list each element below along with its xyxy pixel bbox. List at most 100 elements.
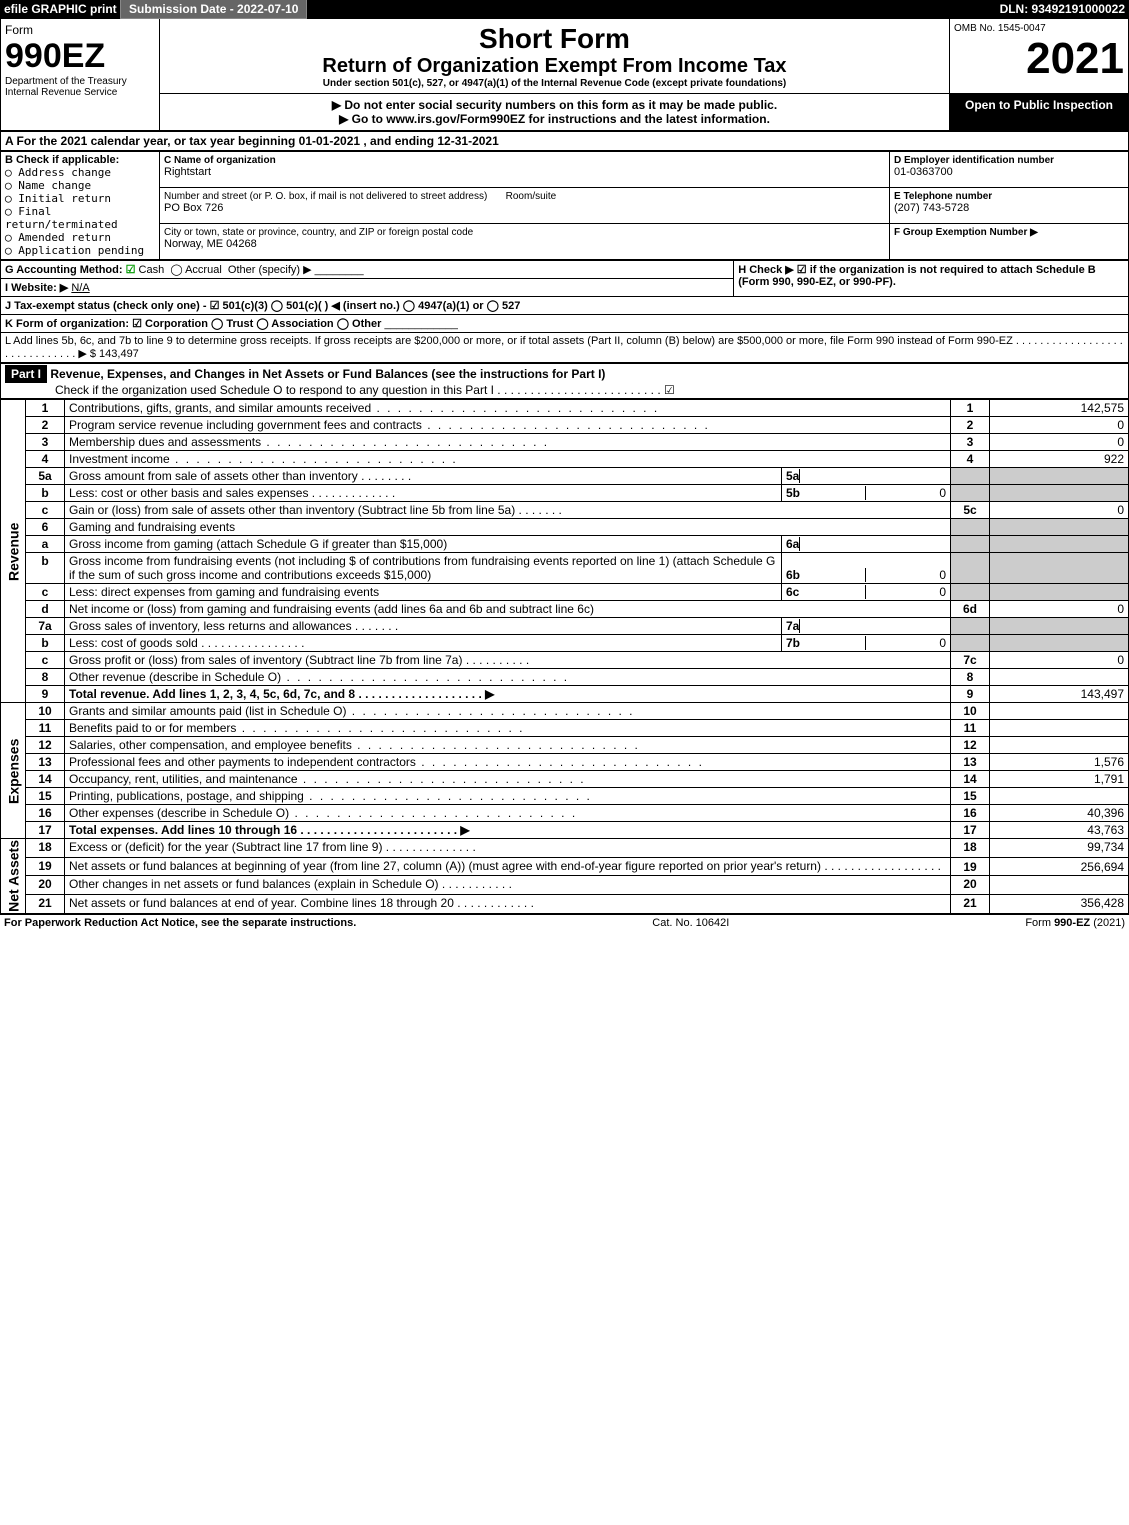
line-text: Less: cost or other basis and sales expe… (65, 485, 782, 502)
efile-print-link[interactable]: efile GRAPHIC print (4, 2, 117, 16)
line-num: 17 (26, 822, 65, 839)
cb-amended-return[interactable]: ◯ Amended return (5, 231, 155, 244)
line-text: Other changes in net assets or fund bala… (65, 876, 951, 895)
org-city: Norway, ME 04268 (164, 238, 257, 250)
c-city-label: City or town, state or province, country… (164, 227, 473, 238)
line-text: Net assets or fund balances at end of ye… (65, 895, 951, 914)
line-text: Membership dues and assessments (65, 434, 951, 451)
amt-value (990, 737, 1129, 754)
line-num: c (26, 652, 65, 669)
amt-value: 0 (990, 652, 1129, 669)
cb-address-change[interactable]: ◯ Address change (5, 166, 155, 179)
amt-value: 1,791 (990, 771, 1129, 788)
amt-num: 3 (951, 434, 990, 451)
line-text: Program service revenue including govern… (65, 417, 951, 434)
line-num: 13 (26, 754, 65, 771)
part1-check: Check if the organization used Schedule … (55, 383, 675, 397)
d-ein-label: D Employer identification number (894, 155, 1054, 166)
cb-final-return[interactable]: ◯ Final return/terminated (5, 205, 155, 231)
line-text: Excess or (deficit) for the year (Subtra… (65, 839, 951, 858)
sub-label: 7a (786, 619, 799, 633)
dept-label: Department of the Treasury Internal Reve… (5, 76, 155, 98)
amt-num: 8 (951, 669, 990, 686)
dln-label: DLN: 93492191000022 (1000, 2, 1125, 16)
section-a-period: A For the 2021 calendar year, or tax yea… (0, 131, 1129, 151)
line-num: 2 (26, 417, 65, 434)
line-text: Professional fees and other payments to … (65, 754, 951, 771)
line-text: Other expenses (describe in Schedule O) (65, 805, 951, 822)
amt-num: 17 (951, 822, 990, 839)
room-suite-label: Room/suite (506, 191, 557, 202)
amt-num: 11 (951, 720, 990, 737)
line-num: 20 (26, 876, 65, 895)
line-text: Grants and similar amounts paid (list in… (65, 703, 951, 720)
i-website-label: I Website: ▶ (5, 282, 68, 294)
open-inspection-box: Open to Public Inspection (950, 94, 1129, 131)
line-text: Salaries, other compensation, and employ… (65, 737, 951, 754)
line-num: 3 (26, 434, 65, 451)
line-text: Net assets or fund balances at beginning… (65, 857, 951, 876)
line-num: 1 (26, 400, 65, 417)
sub-value: 0 (865, 568, 946, 582)
line-num: c (26, 502, 65, 519)
submission-date-button[interactable]: Submission Date - 2022-07-10 (120, 0, 307, 19)
shaded-cell (990, 635, 1129, 652)
line-num: c (26, 584, 65, 601)
amt-num: 21 (951, 895, 990, 914)
sub-value (799, 469, 800, 483)
amt-value (990, 703, 1129, 720)
line-text: Gross profit or (loss) from sales of inv… (65, 652, 951, 669)
cb-cash-checked[interactable]: ☑ (126, 264, 136, 276)
amt-value: 0 (990, 601, 1129, 618)
line-text: Total expenses. Add lines 10 through 16 … (65, 822, 951, 839)
line-text: Gross sales of inventory, less returns a… (65, 618, 782, 635)
amt-num: 16 (951, 805, 990, 822)
amt-value (990, 876, 1129, 895)
entity-info-box: B Check if applicable: ◯ Address change … (0, 151, 1129, 260)
amt-num: 4 (951, 451, 990, 468)
line-num: 21 (26, 895, 65, 914)
line-num: 10 (26, 703, 65, 720)
page-footer: For Paperwork Reduction Act Notice, see … (0, 914, 1129, 931)
shaded-cell (951, 519, 990, 536)
line-text: Total revenue. Add lines 1, 2, 3, 4, 5c,… (65, 686, 951, 703)
line-num: d (26, 601, 65, 618)
subtitle: Under section 501(c), 527, or 4947(a)(1)… (164, 78, 945, 89)
shaded-cell (990, 584, 1129, 601)
form-word: Form (5, 23, 155, 37)
cb-application-pending[interactable]: ◯ Application pending (5, 244, 155, 257)
amt-num: 7c (951, 652, 990, 669)
form-ref: Form 990-EZ (2021) (1025, 917, 1125, 929)
amt-value (990, 669, 1129, 686)
cb-initial-return[interactable]: ◯ Initial return (5, 192, 155, 205)
amt-num: 2 (951, 417, 990, 434)
amt-num: 18 (951, 839, 990, 858)
line-num: 18 (26, 839, 65, 858)
sub-label: 6b (786, 568, 800, 582)
form-number: 990EZ (5, 37, 155, 76)
amt-value (990, 788, 1129, 805)
line-text: Less: cost of goods sold . . . . . . . .… (65, 635, 782, 652)
line-text: Net income or (loss) from gaming and fun… (65, 601, 951, 618)
line-text: Occupancy, rent, utilities, and maintena… (65, 771, 951, 788)
line-num: 6 (26, 519, 65, 536)
j-tax-exempt: J Tax-exempt status (check only one) - ☑… (5, 300, 520, 312)
expenses-section-label: Expenses (1, 703, 26, 839)
cb-name-change[interactable]: ◯ Name change (5, 179, 155, 192)
amt-value: 142,575 (990, 400, 1129, 417)
shaded-cell (951, 618, 990, 635)
amt-num: 6d (951, 601, 990, 618)
line-num: 9 (26, 686, 65, 703)
part1-table: Revenue 1 Contributions, gifts, grants, … (0, 399, 1129, 914)
shaded-cell (990, 618, 1129, 635)
amt-value: 1,576 (990, 754, 1129, 771)
sub-label: 6c (786, 585, 799, 599)
shaded-cell (951, 536, 990, 553)
line-text: Gross income from gaming (attach Schedul… (65, 536, 782, 553)
instructions-link[interactable]: ▶ Go to www.irs.gov/Form990EZ for instru… (164, 112, 945, 126)
amt-num: 14 (951, 771, 990, 788)
line-text: Gross amount from sale of assets other t… (65, 468, 782, 485)
shaded-cell (951, 553, 990, 584)
line-text: Gain or (loss) from sale of assets other… (65, 502, 951, 519)
amt-num: 15 (951, 788, 990, 805)
